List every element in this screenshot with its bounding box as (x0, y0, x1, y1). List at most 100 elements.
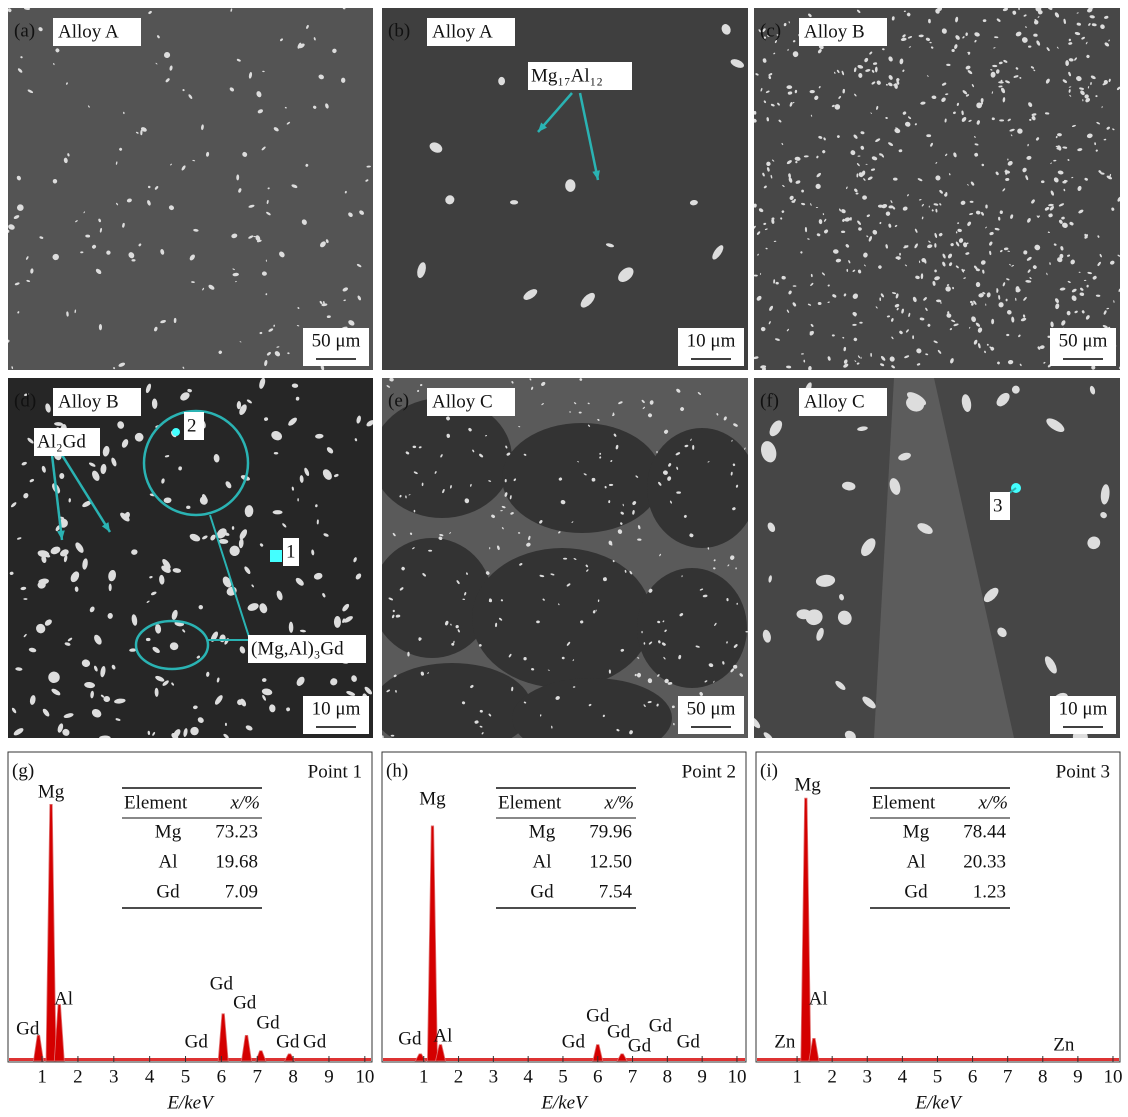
table-cell: Mg (529, 821, 556, 842)
x-tick-label: 5 (558, 1066, 568, 1087)
alloy-label: Alloy A (58, 21, 119, 42)
x-tick-label: 5 (181, 1066, 191, 1087)
x-tick-label: 6 (593, 1066, 603, 1087)
peak-label: Gd (303, 1031, 327, 1052)
peak-label: Al (809, 988, 828, 1009)
table-cell: 78.44 (963, 821, 1006, 842)
grain (502, 423, 662, 533)
table-header: x/% (603, 792, 634, 813)
grain (512, 678, 672, 758)
x-axis-label: E/keV (914, 1092, 963, 1113)
alloy-label: Alloy A (432, 21, 493, 42)
peak-label: Gd (16, 1018, 40, 1039)
scale-label: 50 μm (687, 698, 736, 719)
x-tick-label: 6 (217, 1066, 227, 1087)
annotation: Al₂Gd (37, 431, 86, 452)
peak-label: Gd (210, 973, 234, 994)
panel-label: (f) (760, 390, 779, 411)
x-tick-label: 7 (1003, 1066, 1013, 1087)
table-header: Element (124, 792, 188, 813)
x-tick-label: 9 (1073, 1066, 1083, 1087)
scale-label: 10 μm (1059, 698, 1108, 719)
particle (59, 473, 64, 479)
annotation: 2 (187, 415, 197, 436)
peak-label: Zn (774, 1031, 796, 1052)
point-label: Point 2 (682, 761, 736, 782)
table-header: Element (872, 792, 936, 813)
table-cell: 79.96 (589, 821, 632, 842)
x-tick-label: 4 (523, 1066, 533, 1087)
point-marker (270, 550, 282, 562)
panel-label: (h) (386, 760, 408, 781)
table-cell: Al (159, 851, 178, 872)
micrograph-bg (8, 8, 373, 370)
grain (637, 568, 747, 688)
particle (912, 335, 914, 339)
particle (786, 85, 792, 89)
x-tick-label: 3 (863, 1066, 873, 1087)
particle (99, 324, 102, 330)
peak-label: Gd (649, 1015, 673, 1036)
x-tick-label: 2 (454, 1066, 464, 1087)
x-tick-label: 4 (145, 1066, 155, 1087)
particle (274, 452, 279, 454)
x-tick-label: 8 (288, 1066, 298, 1087)
alloy-label: Alloy B (58, 391, 119, 412)
x-tick-label: 6 (968, 1066, 978, 1087)
x-tick-label: 10 (727, 1066, 746, 1087)
particle (407, 652, 409, 657)
annotation: Mg₁₇Al₁₂ (531, 65, 603, 86)
x-tick-label: 10 (355, 1066, 374, 1087)
peak-label: Gd (233, 992, 257, 1013)
table-header: x/% (229, 792, 260, 813)
peak-label: Gd (256, 1012, 280, 1033)
table-cell: 19.68 (215, 851, 258, 872)
panel-label: (g) (12, 760, 34, 781)
scale-label: 50 μm (312, 330, 361, 351)
alloy-label: Alloy B (804, 21, 865, 42)
particle (565, 179, 575, 192)
grain (472, 548, 652, 688)
point-marker (172, 428, 180, 436)
particle (1067, 311, 1071, 315)
table-cell: Mg (155, 821, 182, 842)
table-cell: Gd (530, 881, 554, 902)
table-cell: Al (907, 851, 926, 872)
peak-label: Mg (419, 788, 446, 809)
x-tick-label: 9 (697, 1066, 707, 1087)
peak-label: Al (433, 1025, 452, 1046)
table-cell: 7.54 (599, 881, 633, 902)
table-cell: 7.09 (225, 881, 258, 902)
x-tick-label: 8 (1038, 1066, 1048, 1087)
table-cell: Mg (903, 821, 930, 842)
table-header: x/% (977, 792, 1008, 813)
table-cell: Al (533, 851, 552, 872)
x-tick-label: 1 (419, 1066, 429, 1087)
particle (676, 491, 681, 493)
panel-label: (b) (388, 20, 410, 41)
x-tick-label: 2 (827, 1066, 837, 1087)
particle (656, 451, 657, 453)
x-tick-label: 7 (252, 1066, 262, 1087)
particle (1095, 95, 1097, 97)
x-axis-label: E/keV (166, 1092, 215, 1113)
peak-label: Mg (794, 774, 821, 795)
alloy-label: Alloy C (432, 391, 493, 412)
plot-frame (756, 752, 1120, 1062)
point-label: Point 1 (308, 761, 362, 782)
scale-label: 10 μm (687, 330, 736, 351)
peak-label: Gd (677, 1031, 701, 1052)
particle (334, 616, 341, 628)
x-axis-label: E/keV (540, 1092, 589, 1113)
micrograph (748, 378, 1120, 748)
particle (341, 78, 345, 83)
micrograph (752, 5, 1123, 372)
scale-label: 50 μm (1059, 330, 1108, 351)
peak-label: Gd (562, 1031, 586, 1052)
x-tick-label: 1 (792, 1066, 802, 1087)
peak-label: Gd (628, 1035, 652, 1056)
x-tick-label: 3 (489, 1066, 499, 1087)
x-tick-label: 10 (1103, 1066, 1122, 1087)
x-tick-label: 4 (898, 1066, 908, 1087)
annotation: (Mg,Al)₃Gd (251, 638, 344, 659)
